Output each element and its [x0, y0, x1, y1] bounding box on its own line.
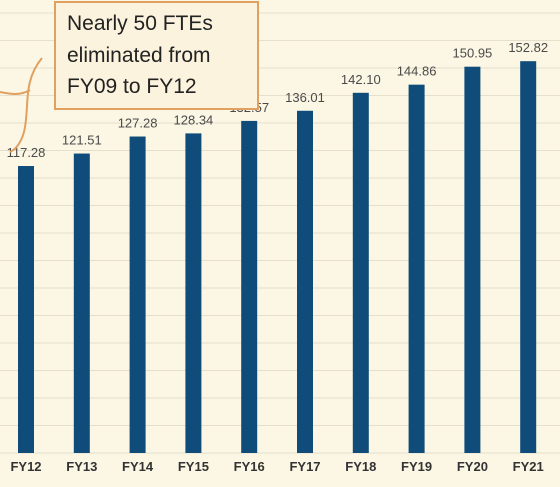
callout-line-3: FY09 to FY12 — [67, 75, 197, 98]
x-tick-fy13: FY13 — [66, 459, 97, 474]
bar-fy18 — [352, 92, 369, 454]
callout-line-1: Nearly 50 FTEs — [67, 12, 213, 35]
bar-fy16 — [241, 120, 258, 453]
bar-fy17 — [297, 110, 313, 453]
x-tick-labels: FY12 FY13 FY14 FY15 FY16 FY17 FY18 FY19 FY20 FY21 — [10, 459, 543, 474]
x-tick-fy19: FY19 — [401, 459, 432, 474]
callout-line-2: eliminated from — [67, 44, 211, 67]
x-tick-fy21: FY21 — [513, 459, 544, 474]
value-label-fy18: 142.10 — [341, 72, 381, 87]
x-tick-fy20: FY20 — [457, 459, 488, 474]
x-tick-fy15: FY15 — [178, 459, 209, 474]
value-label-fy17: 136.01 — [285, 90, 325, 105]
bar-fy12 — [18, 166, 34, 454]
value-label-fy13: 121.51 — [62, 133, 102, 148]
value-label-fy19: 144.86 — [397, 64, 437, 79]
bar-fy14 — [129, 136, 146, 454]
bar-fy20 — [464, 66, 481, 453]
bar-fy19 — [408, 84, 425, 454]
annotation-callout: Nearly 50 FTEs eliminated from FY09 to F… — [0, 1, 259, 153]
x-tick-fy17: FY17 — [289, 459, 320, 474]
bar-fy21 — [520, 61, 537, 453]
callout-pointer — [9, 57, 43, 153]
callout-box — [54, 1, 259, 110]
x-tick-fy18: FY18 — [345, 459, 376, 474]
value-label-fy21: 152.82 — [508, 40, 548, 55]
bars — [18, 61, 537, 454]
bar-fy13 — [73, 153, 90, 453]
value-label-fy20: 150.95 — [453, 46, 493, 61]
value-label-fy12: 117.28 — [7, 145, 46, 160]
callout-pointer-left — [0, 89, 31, 95]
value-labels: 117.28121.51127.28128.34132.57136.01142.… — [7, 40, 548, 160]
bar-fy15 — [185, 133, 202, 453]
x-tick-fy12: FY12 — [10, 459, 41, 474]
value-label-fy14: 127.28 — [118, 116, 158, 131]
x-tick-fy16: FY16 — [234, 459, 265, 474]
x-tick-fy14: FY14 — [122, 459, 154, 474]
value-label-fy15: 128.34 — [174, 112, 214, 127]
